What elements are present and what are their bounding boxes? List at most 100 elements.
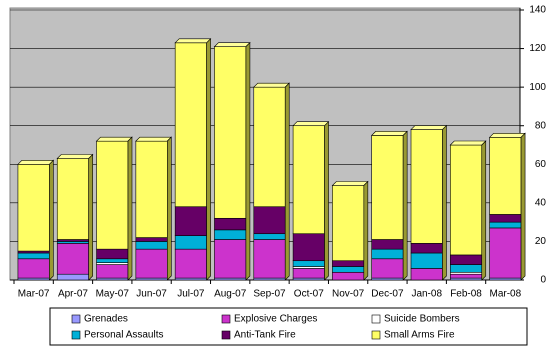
bar-segment <box>489 136 522 215</box>
bar-segment <box>489 227 522 279</box>
bar-side <box>284 82 290 281</box>
bar-segment <box>253 239 286 279</box>
y-tick-label: 60 <box>535 159 547 170</box>
x-tick-label: Mar-08 <box>490 289 522 300</box>
legend-label: Personal Assaults <box>84 330 164 341</box>
bar-top <box>410 125 448 130</box>
legend-box <box>49 307 528 346</box>
bar-segment <box>332 266 365 273</box>
bar-segment <box>135 241 168 250</box>
bar-top <box>253 82 290 88</box>
bar-segment <box>96 140 129 250</box>
bar-segment <box>292 125 325 235</box>
y-tick-label: 80 <box>535 120 547 131</box>
bar-segment <box>332 260 365 267</box>
bar-segment <box>96 264 129 279</box>
legend-label: Explosive Charges <box>234 314 317 325</box>
y-tick-label: 0 <box>540 275 546 286</box>
y-tick-label: 100 <box>529 82 546 93</box>
bar-segment <box>410 268 443 281</box>
bar-top <box>292 121 330 127</box>
bar-segment <box>135 237 168 242</box>
legend-swatch <box>221 314 231 324</box>
bar-segment <box>174 235 207 250</box>
bar-top <box>449 140 487 146</box>
bar-segment <box>174 248 207 279</box>
bar-segment <box>371 239 404 250</box>
legend-label: Suicide Bombers <box>384 314 460 325</box>
bar-segment <box>135 140 168 238</box>
bar-segment <box>174 42 207 208</box>
bar-segment <box>371 258 404 279</box>
bar-side <box>245 41 251 281</box>
bar-top <box>135 136 173 142</box>
bar-side <box>363 180 369 281</box>
legend-label: Grenades <box>84 314 128 325</box>
bar-segment <box>56 243 89 275</box>
x-tick-label: Jul-07 <box>177 289 205 300</box>
bar-segment <box>214 46 247 219</box>
x-tick-label: Nov-07 <box>332 289 365 300</box>
x-tick-label: May-07 <box>96 289 130 300</box>
bar-segment <box>17 258 50 279</box>
bar-top <box>331 181 369 186</box>
bar-side <box>324 120 329 281</box>
x-tick-label: Apr-07 <box>58 289 88 300</box>
bar-segment <box>450 254 483 265</box>
bar-segment <box>214 239 247 279</box>
bar-segment <box>17 252 50 260</box>
bar-side <box>167 136 172 281</box>
legend-swatch <box>221 330 231 340</box>
x-tick-label: Mar-07 <box>18 289 50 300</box>
bar-segment <box>96 248 129 260</box>
x-tick-label: Jun-07 <box>136 289 167 300</box>
bar-segment <box>135 248 168 279</box>
legend-swatch <box>71 330 81 340</box>
y-tick-label: 20 <box>535 236 547 247</box>
bar-segment <box>410 252 443 269</box>
bar-segment <box>292 260 325 267</box>
bar-segment <box>214 217 247 231</box>
bar-top <box>213 42 251 47</box>
bar-segment <box>450 144 483 256</box>
x-tick-label: Oct-07 <box>294 289 324 300</box>
bar-segment <box>292 233 325 262</box>
bar-segment <box>253 206 286 235</box>
bar-top <box>174 38 212 44</box>
bar-side <box>442 124 447 281</box>
bar-segment <box>332 185 365 262</box>
bar-side <box>88 153 93 281</box>
legend-swatch <box>371 330 381 340</box>
bar-segment <box>410 129 443 244</box>
bar-segment <box>371 248 404 260</box>
x-tick-label: Feb-08 <box>450 289 482 300</box>
bar-segment <box>56 273 89 281</box>
bar-top <box>370 131 408 136</box>
bar-segment <box>17 163 50 252</box>
x-tick-label: Dec-07 <box>371 289 404 300</box>
x-tick-label: Sep-07 <box>253 289 286 300</box>
bar-side <box>481 140 487 281</box>
bar-side <box>520 132 526 281</box>
bar-segment <box>332 271 365 281</box>
legend-label: Anti-Tank Fire <box>234 330 296 341</box>
legend-swatch <box>71 314 81 324</box>
bar-segment <box>371 135 404 240</box>
bar-top <box>95 136 133 142</box>
bar-top <box>488 132 526 138</box>
bar-segment <box>174 206 207 236</box>
bar-segment <box>489 221 522 229</box>
bar-side <box>402 130 408 281</box>
bar-side <box>127 136 133 281</box>
y-tick-label: 120 <box>529 43 546 54</box>
bar-segment <box>253 233 286 240</box>
bar-top <box>17 159 55 165</box>
bar-segment <box>450 264 483 273</box>
bar-side <box>206 38 211 281</box>
bar-side <box>49 159 54 281</box>
bar-segment <box>292 268 325 279</box>
bar-segment <box>489 214 522 223</box>
bar-segment <box>214 229 247 240</box>
